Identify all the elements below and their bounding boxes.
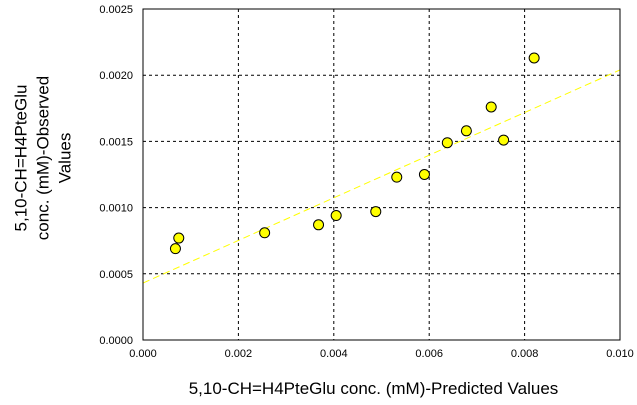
y-tick-label: 0.0005: [99, 269, 133, 281]
y-axis-label-line-2: conc. (mM)-Observed: [33, 76, 52, 240]
data-point: [391, 171, 403, 183]
y-tick-label: 0.0020: [99, 70, 133, 82]
y-axis-label-line-3: Values: [55, 133, 74, 184]
data-point: [418, 169, 430, 180]
y-tick-labels: 0.0000 0.0005 0.0010 0.0015 0.0020 0.0025: [99, 4, 133, 347]
x-tick-label: 0.004: [320, 348, 348, 360]
x-axis-label: 5,10-CH=H4PteGlu conc. (mM)-Predicted Va…: [189, 379, 559, 398]
plot-frame: [142, 8, 621, 341]
data-point: [173, 232, 185, 244]
y-tick-label: 0.0000: [99, 335, 133, 347]
grid-lines: [143, 9, 620, 340]
y-axis-label: 5,10-CH=H4PteGlu conc. (mM)-Observed Val…: [11, 76, 74, 240]
data-point: [370, 206, 382, 218]
x-tick-labels: 0.000 0.002 0.004 0.006 0.008 0.010: [129, 348, 634, 360]
data-point: [441, 137, 453, 149]
data-point: [330, 210, 342, 222]
y-tick-label: 0.0025: [99, 4, 133, 16]
data-point: [460, 125, 472, 137]
x-tick-label: 0.002: [225, 348, 253, 360]
data-point: [528, 52, 540, 64]
trend-line: [142, 69, 621, 284]
data-point: [259, 227, 271, 239]
data-point: [498, 134, 510, 146]
data-point: [169, 243, 181, 255]
y-tick-label: 0.0015: [99, 136, 133, 148]
data-point: [485, 101, 497, 113]
x-tick-label: 0.000: [129, 348, 157, 360]
x-tick-label: 0.010: [606, 348, 634, 360]
data-point: [313, 219, 325, 231]
y-tick-label: 0.0010: [99, 203, 133, 215]
x-tick-label: 0.006: [415, 348, 443, 360]
y-axis-label-line-1: 5,10-CH=H4PteGlu: [11, 85, 30, 232]
x-tick-label: 0.008: [511, 348, 539, 360]
data-points: [169, 52, 540, 255]
